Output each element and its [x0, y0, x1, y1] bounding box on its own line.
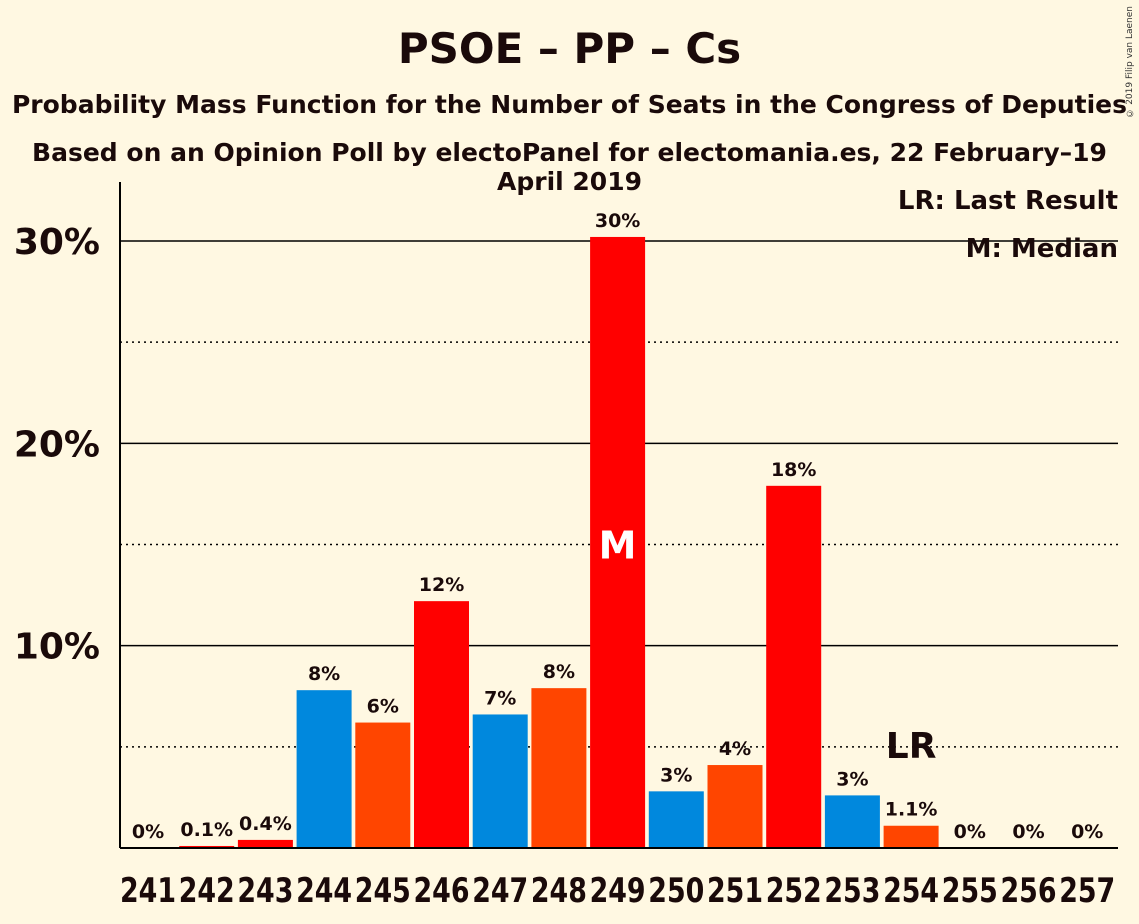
data-label-247: 7% [484, 687, 516, 709]
x-tick-label: 241 [120, 871, 176, 911]
bar-252 [766, 485, 822, 848]
bar-250 [648, 791, 704, 848]
data-label-253: 3% [836, 768, 868, 790]
bar-242 [179, 845, 235, 848]
bar-246 [414, 601, 469, 848]
bar-244 [296, 690, 352, 848]
bar-254 [883, 825, 939, 848]
x-tick-label: 245 [355, 871, 411, 911]
data-label-248: 8% [543, 661, 575, 683]
chart-title: PSOE – PP – Cs [397, 24, 742, 73]
bar-245 [355, 722, 411, 848]
bar-249 [590, 236, 646, 848]
data-label-256: 0% [1012, 821, 1044, 843]
last-result-marker: LR [886, 726, 937, 767]
data-label-254: 1.1% [885, 799, 938, 821]
x-tick-label: 242 [179, 871, 235, 911]
x-tick-label: 252 [766, 871, 822, 911]
bar-247 [472, 714, 528, 848]
x-tick-label: 244 [296, 871, 352, 911]
x-tick-label: 254 [883, 871, 939, 911]
data-label-252: 18% [771, 459, 816, 481]
bar-248 [531, 688, 587, 848]
x-tick-label: 256 [1001, 871, 1057, 911]
data-label-244: 8% [308, 663, 340, 685]
x-tick-label: 243 [237, 871, 293, 911]
data-label-245: 6% [367, 696, 399, 718]
bar-251 [707, 765, 763, 848]
x-tick-label: 253 [824, 871, 880, 911]
y-tick-label: 10% [14, 627, 100, 668]
chart-subtitle: Probability Mass Function for the Number… [11, 90, 1128, 119]
data-label-250: 3% [660, 764, 692, 786]
y-tick-label: 20% [14, 424, 100, 465]
data-label-251: 4% [719, 738, 751, 760]
data-label-255: 0% [954, 821, 986, 843]
x-tick-label: 249 [590, 871, 646, 911]
x-tick-label: 248 [531, 871, 587, 911]
data-label-241: 0% [132, 821, 164, 843]
y-tick-label: 30% [14, 222, 100, 263]
x-tick-label: 247 [472, 871, 528, 911]
legend-median: M: Median [966, 234, 1118, 264]
x-tick-label: 257 [1059, 871, 1115, 911]
data-label-257: 0% [1071, 821, 1103, 843]
legend-last-result: LR: Last Result [898, 186, 1118, 216]
median-marker: M [599, 524, 637, 568]
data-label-242: 0.1% [180, 819, 233, 841]
x-tick-label: 246 [414, 871, 470, 911]
bar-253 [824, 795, 880, 848]
bar-243 [237, 839, 293, 848]
data-label-246: 12% [419, 574, 464, 596]
chart-source-subtitle: Based on an Opinion Poll by electoPanel … [32, 138, 1107, 196]
x-tick-label: 251 [707, 871, 763, 911]
x-tick-label: 255 [942, 871, 998, 911]
x-tick-label: 250 [648, 871, 704, 911]
data-label-249: 30% [595, 210, 640, 232]
data-label-243: 0.4% [239, 813, 292, 835]
